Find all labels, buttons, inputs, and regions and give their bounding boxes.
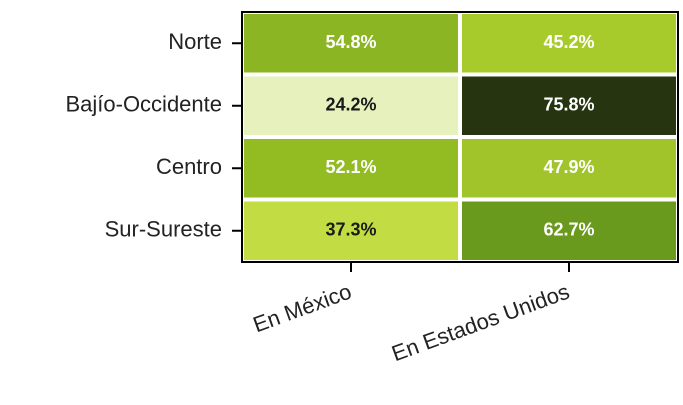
y-tick-label: Sur-Sureste xyxy=(105,217,222,242)
cell-label: 24.2% xyxy=(325,95,376,115)
cell xyxy=(243,13,459,74)
cell-label: 47.9% xyxy=(543,157,594,177)
cell xyxy=(243,138,459,199)
cell xyxy=(461,138,677,199)
plot-frame xyxy=(241,11,679,263)
y-tick-label: Norte xyxy=(168,29,222,54)
cell-label: 37.3% xyxy=(325,220,376,240)
cell xyxy=(461,75,677,136)
cell xyxy=(243,200,459,261)
cell-label: 52.1% xyxy=(325,157,376,177)
cell xyxy=(243,75,459,136)
cell-label: 45.2% xyxy=(543,32,594,52)
y-tick-label: Bajío-Occidente xyxy=(65,92,222,117)
cell xyxy=(461,13,677,74)
cell xyxy=(461,200,677,261)
y-tick-label: Centro xyxy=(156,154,222,179)
cell-label: 75.8% xyxy=(543,95,594,115)
cell-label: 54.8% xyxy=(325,32,376,52)
cell-label: 62.7% xyxy=(543,220,594,240)
